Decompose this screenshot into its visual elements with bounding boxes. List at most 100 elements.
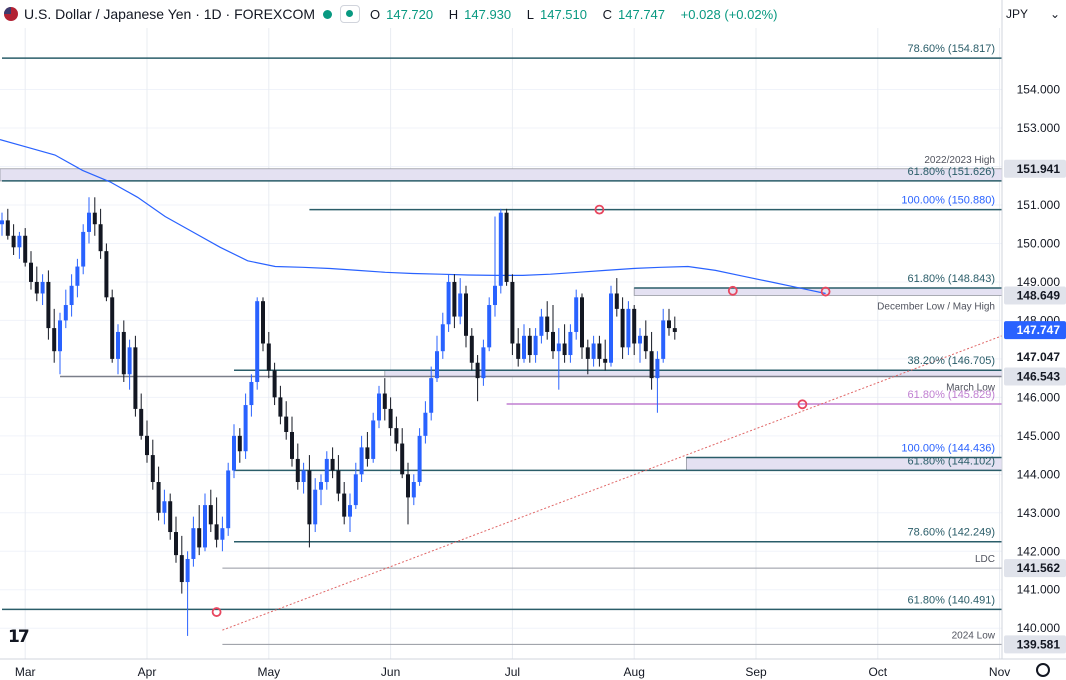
price-tick-label: 146.000 (1017, 390, 1061, 404)
price-badge-label: 146.543 (1017, 369, 1061, 383)
time-axis[interactable]: Mar Apr May Jun Jul Aug Sep Oct Nov (0, 658, 1066, 680)
symbol-title[interactable]: U.S. Dollar / Japanese Yen · 1D · FOREXC… (24, 6, 315, 22)
candle-body (208, 505, 213, 525)
open-label: O (370, 6, 381, 22)
price-badge-label: 139.581 (1017, 637, 1061, 651)
candle-body (5, 220, 10, 236)
candle-body (632, 308, 637, 344)
time-tick-label: Jul (505, 665, 520, 679)
candles (0, 197, 677, 636)
candle-body (545, 316, 550, 332)
ohlc-readout: O 147.720 H 147.930 L 147.510 C 147.747 +0.0… (370, 7, 784, 22)
candle-body (568, 331, 573, 356)
price-badge-label: 147.747 (1017, 323, 1061, 337)
candle-body (81, 231, 86, 267)
candle-body (446, 281, 451, 325)
price-tick-label: 145.000 (1017, 429, 1061, 443)
candle-body (139, 408, 144, 436)
candle-body (597, 343, 602, 359)
candle-body (539, 316, 544, 336)
level-label: 61.80% (145.829) (908, 389, 995, 401)
visibility-icon[interactable] (340, 5, 360, 23)
candle-body (574, 297, 579, 332)
candle-body (307, 470, 312, 525)
candle-body (290, 431, 294, 459)
candle-body (562, 343, 567, 356)
candle-body (377, 393, 381, 421)
candle-body (417, 435, 422, 483)
candle-body (255, 301, 260, 382)
candle-body (214, 524, 219, 540)
candle-body (556, 343, 561, 352)
candle-body (487, 305, 492, 348)
pivot-marker (727, 285, 738, 296)
candle-body (353, 474, 358, 506)
candle-body (336, 470, 341, 494)
candle-body (620, 308, 625, 348)
tradingview-logo[interactable]: 17 (8, 627, 30, 647)
close-label: C (602, 6, 613, 22)
level-label: 100.00% (144.436) (901, 443, 995, 455)
price-tick-label: 150.000 (1017, 236, 1061, 250)
candle-body (191, 528, 196, 559)
candle-body (313, 489, 318, 525)
candle-body (469, 335, 474, 363)
fib-levels (2, 57, 1002, 645)
candle-body (220, 528, 225, 540)
candle-body (649, 351, 654, 379)
candle-body (40, 281, 45, 294)
time-axis-bg (0, 659, 1066, 680)
close-value: 147.747 (618, 6, 666, 22)
time-tick-label: Oct (868, 665, 887, 679)
open-value: 147.720 (386, 6, 434, 22)
level-label: 100.00% (150.880) (901, 195, 995, 207)
currency-selector[interactable]: JPY ⌄ (1000, 0, 1066, 28)
time-tick-label: Mar (15, 665, 36, 679)
price-badge (1004, 348, 1066, 367)
currency-label: JPY (1006, 7, 1029, 21)
candle-body (168, 501, 173, 533)
level-label: 78.60% (154.817) (908, 43, 995, 55)
candle-body (185, 558, 190, 583)
candle-body (498, 212, 503, 286)
trendline-layer (222, 335, 1003, 631)
candle-body (145, 435, 149, 456)
candle-body (661, 320, 666, 359)
candle-body (609, 293, 613, 363)
time-tick-label: Aug (624, 665, 645, 679)
price-tick-label: 153.000 (1017, 121, 1061, 135)
candle-body (295, 458, 300, 483)
price-tick-label: 149.000 (1017, 275, 1061, 289)
candle-body (626, 308, 631, 348)
candle-body (156, 482, 161, 513)
market-status-icon (323, 9, 332, 19)
candle-body (429, 378, 434, 413)
candle-body (0, 220, 4, 225)
candle-body (197, 528, 202, 548)
candle-body (522, 335, 526, 359)
price-badge-label: 151.941 (1017, 162, 1061, 176)
candle-body (110, 297, 115, 359)
level-label: 61.80% (144.102) (908, 455, 995, 467)
gear-icon[interactable] (1036, 663, 1050, 677)
price-badge (1004, 286, 1066, 305)
price-axis[interactable]: 140.000 141.000 142.000 143.000 144.000 145.0… (1001, 0, 1066, 680)
level-label: 38.20% (146.705) (908, 355, 995, 367)
candle-body (63, 305, 68, 321)
candle-body (226, 470, 231, 529)
pivot-marker (797, 399, 808, 410)
candle-body (551, 331, 555, 352)
candle-body (34, 281, 39, 294)
price-badge (1004, 635, 1066, 654)
price-badge-label: 147.047 (1017, 350, 1061, 364)
candle-body (46, 281, 51, 329)
candle-body (104, 251, 109, 298)
price-badge (1004, 321, 1066, 340)
candle-body (655, 358, 660, 379)
candle-body (261, 301, 265, 344)
price-tick-label: 141.000 (1017, 583, 1061, 597)
candle-body (232, 435, 236, 471)
candle-body (585, 347, 590, 359)
price-badge (1004, 159, 1066, 178)
